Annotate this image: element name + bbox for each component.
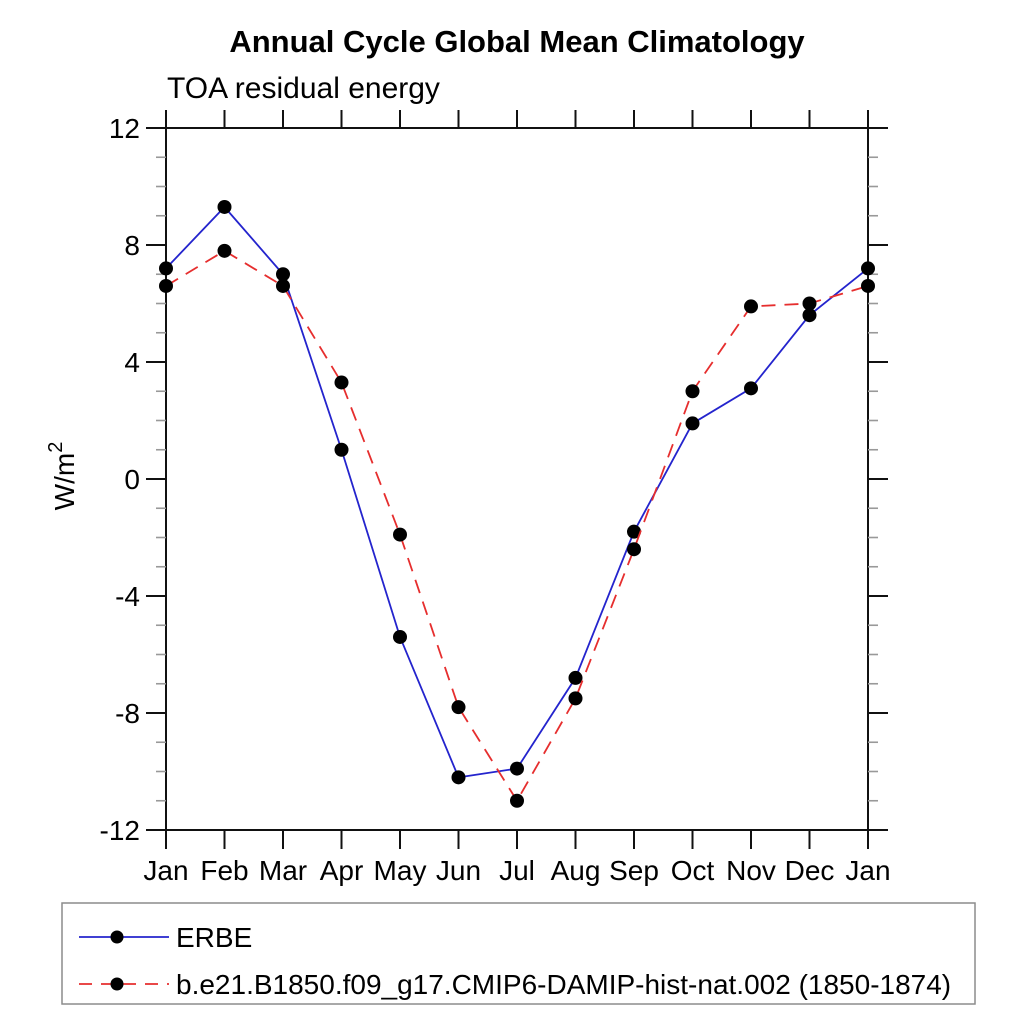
data-point [685,416,700,431]
y-tick-label: -8 [115,698,140,729]
x-tick-label: Jun [436,855,481,886]
data-point [276,278,290,293]
data-point [744,381,758,396]
data-point [159,261,173,276]
x-axis: Jan Feb Mar Apr May Jun Jul Aug Sep Oct Nov Dec Jan [143,110,891,886]
x-tick-label: Jan [845,855,890,886]
data-point [802,308,817,323]
data-point [334,375,349,390]
y-tick-label: 4 [124,347,140,378]
data-point [568,691,583,706]
series-line-1 [165,249,869,803]
x-tick-label: Oct [671,855,715,886]
data-point [393,527,407,542]
x-tick-label: Jan [143,855,188,886]
series-line-0 [165,205,869,779]
data-point [685,384,700,399]
x-tick-label: Aug [551,855,601,886]
y-tick-label: -4 [115,581,140,612]
x-tick-label: Jul [499,855,535,886]
legend: ERBE b.e21.B1850.f09_g17.CMIP6-DAMIP-hist… [61,902,976,1005]
data-point [861,278,875,293]
data-point [217,243,232,258]
x-tick-label: Nov [726,855,776,886]
data-point [451,770,466,785]
legend-box [61,902,976,1005]
chart-title: Annual Cycle Global Mean Climatology [229,24,805,59]
data-point [217,199,232,214]
data-point [510,761,524,776]
x-tick-label: Mar [259,855,307,886]
plot-frame [165,127,886,831]
series-0 [159,199,875,785]
data-point [159,278,173,293]
x-tick-label: Apr [320,855,364,886]
x-tick-label: Dec [785,855,835,886]
x-tick-label: May [374,855,427,886]
data-point [510,793,524,808]
data-point [861,261,875,276]
data-point [451,700,466,715]
y-tick-label: -12 [100,815,140,846]
y-axis-label: W/m2 [45,442,80,511]
data-point [627,524,641,539]
data-point [393,629,407,644]
legend-label-1: b.e21.B1850.f09_g17.CMIP6-DAMIP-hist-nat… [176,969,951,1000]
data-point [627,542,641,557]
legend-marker-1 [110,977,124,991]
legend-marker-0 [110,930,124,944]
chart-subtitle: TOA residual energy [167,72,440,105]
y-tick-label: 0 [124,464,140,495]
x-tick-label: Feb [200,855,248,886]
data-point [334,442,349,457]
y-tick-label: 8 [124,230,140,261]
data-point [568,670,583,685]
y-tick-label: 12 [109,113,140,144]
legend-label-0: ERBE [176,922,252,953]
data-point [276,267,290,282]
x-tick-label: Sep [609,855,659,886]
series-1 [159,243,875,808]
data-point [744,299,758,314]
data-point [802,296,817,311]
y-axis: 12 8 4 0 -4 -8 -12 [100,113,888,846]
